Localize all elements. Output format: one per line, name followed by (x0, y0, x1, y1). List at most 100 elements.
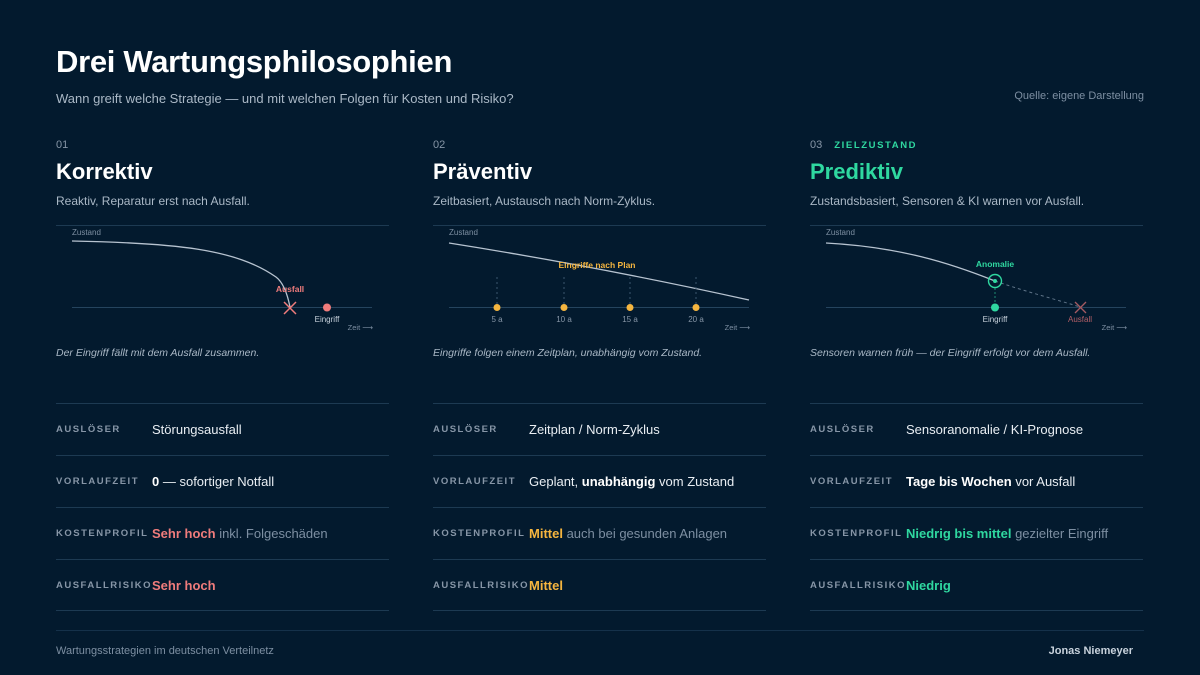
metric-row-cost: KOSTENPROFIL Niedrig bis mittel gezielte… (810, 507, 1143, 559)
plan-guides (496, 277, 697, 305)
column-title: Prediktiv (810, 159, 903, 184)
chart-y-label: Zustand (72, 228, 101, 237)
interval-label: 20 a (688, 315, 704, 324)
metric-value: Störungsausfall (152, 422, 242, 437)
column-praeventiv: 02 Präventiv Zeitbasiert, Austausch nach… (433, 138, 766, 611)
metric-value-strong: unabhängig (581, 474, 656, 489)
source-note: Quelle: eigene Darstellung (1014, 90, 1144, 102)
metric-key: VORLAUFZEIT (56, 476, 139, 487)
planned-intervention-dot (626, 304, 634, 311)
metric-value-rest: — sofortiger Notfall (159, 474, 275, 489)
condition-chart-korrektiv: Zustand Ausfall Eingriff Zeit ⟶ (56, 225, 389, 332)
metric-row-lead-time: VORLAUFZEIT Tage bis Wochen vor Ausfall (810, 455, 1143, 507)
metric-key: AUSLÖSER (810, 424, 875, 435)
anomaly-dot (993, 279, 997, 283)
condition-chart-praeventiv: Zustand Eingriffe nach Plan 5 a 10 a 15 … (433, 225, 766, 332)
column-prediktiv: 03 ZIELZUSTAND Prediktiv Zustandsbasiert… (810, 138, 1143, 611)
metric-value: Niedrig (906, 577, 951, 593)
metric-value-strong: Niedrig bis mittel (906, 526, 1012, 541)
metric-value-rest: vom Zustand (655, 474, 735, 489)
metric-value: Niedrig bis mittel gezielter Eingriff (906, 526, 1108, 541)
metric-value-strong: Tage bis Wochen (906, 474, 1012, 489)
column-title: Präventiv (433, 159, 533, 184)
metric-key: VORLAUFZEIT (433, 476, 516, 487)
metric-row-lead-time: VORLAUFZEIT Geplant, unabhängig vom Zust… (433, 455, 766, 507)
metric-value: Zeitplan / Norm-Zyklus (529, 422, 660, 437)
avoided-failure-x-icon (1074, 301, 1087, 314)
failure-x-icon (283, 301, 297, 315)
metric-key: KOSTENPROFIL (810, 528, 903, 539)
target-state-tag: ZIELZUSTAND (834, 139, 918, 151)
column-header-row: 02 (433, 138, 766, 152)
interval-label: 5 a (491, 315, 503, 324)
column-description: Zeitbasiert, Austausch nach Norm-Zyklus. (433, 194, 656, 208)
condition-chart-prediktiv: Zustand Anomalie Eingriff Ausfall Zeit ⟶ (810, 225, 1143, 332)
footer-author: Jonas Niemeyer (1048, 645, 1133, 657)
column-korrektiv: 01 Korrektiv Reaktiv, Reparatur erst nac… (56, 138, 389, 611)
column-header-row: 01 (56, 138, 389, 152)
footer-divider (56, 630, 1144, 631)
interval-label: 15 a (622, 315, 638, 324)
metric-key: VORLAUFZEIT (810, 476, 893, 487)
metric-row-trigger: AUSLÖSER Störungsausfall (56, 403, 389, 455)
intervention-label: Eingriff (983, 315, 1009, 324)
metrics-table: AUSLÖSER Störungsausfall VORLAUFZEIT 0 —… (56, 403, 389, 611)
page-title: Drei Wartungsphilosophien (56, 44, 453, 79)
column-number: 03 (810, 139, 823, 151)
planned-intervention-dot (692, 304, 700, 311)
metric-value-pre: Geplant, (529, 474, 582, 489)
metric-row-cost: KOSTENPROFIL Mittel auch bei gesunden An… (433, 507, 766, 559)
metric-value: Tage bis Wochen vor Ausfall (906, 474, 1075, 489)
metric-value-strong: Mittel (529, 526, 563, 541)
chart-caption: Sensoren warnen früh — der Eingriff erfo… (810, 347, 1091, 359)
column-number: 02 (433, 139, 446, 151)
metric-value-rest: inkl. Folgeschäden (215, 526, 328, 541)
metric-row-risk: AUSFALLRISIKO Mittel (433, 559, 766, 611)
metric-value: 0 — sofortiger Notfall (152, 474, 274, 489)
failure-label: Ausfall (276, 284, 304, 294)
metric-key: AUSFALLRISIKO (433, 579, 530, 591)
condition-curve (448, 242, 750, 301)
chart-caption: Der Eingriff fällt mit dem Ausfall zusam… (56, 347, 260, 359)
metric-key: KOSTENPROFIL (56, 528, 149, 539)
plan-label: Eingriffe nach Plan (559, 260, 636, 270)
column-description: Reaktiv, Reparatur erst nach Ausfall. (56, 194, 250, 208)
metric-key: KOSTENPROFIL (433, 528, 526, 539)
page-subtitle: Wann greift welche Strategie — und mit w… (56, 91, 514, 106)
metric-value: Geplant, unabhängig vom Zustand (529, 474, 734, 489)
interval-label: 10 a (556, 315, 572, 324)
anomaly-label: Anomalie (976, 259, 1015, 269)
metric-key: AUSFALLRISIKO (56, 579, 153, 591)
chart-x-label: Zeit ⟶ (348, 323, 374, 332)
chart-x-label: Zeit ⟶ (725, 323, 751, 332)
metric-value-rest: gezielter Eingriff (1011, 526, 1109, 541)
metric-key: AUSLÖSER (433, 424, 498, 435)
chart-y-label: Zustand (449, 228, 478, 237)
metric-row-cost: KOSTENPROFIL Sehr hoch inkl. Folgeschäde… (56, 507, 389, 559)
anomaly-ring-icon (987, 273, 1003, 289)
metric-value-rest: auch bei gesunden Anlagen (562, 526, 728, 541)
chart-caption: Eingriffe folgen einem Zeitplan, unabhän… (433, 347, 703, 359)
column-title: Korrektiv (56, 159, 153, 184)
condition-curve (825, 242, 996, 282)
metric-value: Sehr hoch (152, 577, 216, 593)
intervention-dot (991, 303, 999, 312)
metric-value: Sensoranomalie / KI-Prognose (906, 422, 1084, 437)
projected-curve (994, 280, 1081, 308)
metric-row-trigger: AUSLÖSER Zeitplan / Norm-Zyklus (433, 403, 766, 455)
chart-y-label: Zustand (826, 228, 855, 237)
metric-row-trigger: AUSLÖSER Sensoranomalie / KI-Prognose (810, 403, 1143, 455)
planned-intervention-dot (560, 304, 568, 311)
metric-row-risk: AUSFALLRISIKO Sehr hoch (56, 559, 389, 611)
column-number: 01 (56, 139, 69, 151)
metric-row-lead-time: VORLAUFZEIT 0 — sofortiger Notfall (56, 455, 389, 507)
metrics-table: AUSLÖSER Sensoranomalie / KI-Prognose VO… (810, 403, 1143, 611)
metrics-table: AUSLÖSER Zeitplan / Norm-Zyklus VORLAUFZ… (433, 403, 766, 611)
intervention-dot (323, 303, 331, 312)
metric-value-rest: vor Ausfall (1011, 474, 1076, 489)
avoided-failure-label: Ausfall (1068, 315, 1092, 324)
chart-x-label: Zeit ⟶ (1102, 323, 1128, 332)
condition-curve (71, 240, 291, 308)
planned-intervention-dot (493, 304, 501, 311)
metric-value: Mittel auch bei gesunden Anlagen (529, 526, 727, 541)
